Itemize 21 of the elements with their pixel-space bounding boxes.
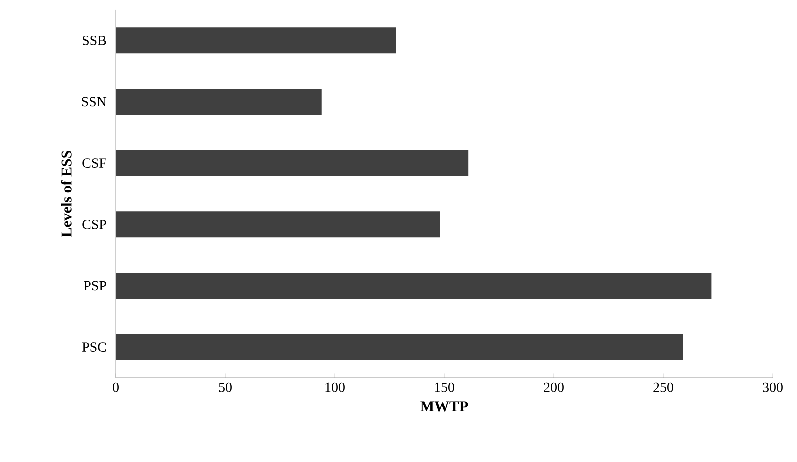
bar — [116, 212, 440, 238]
y-tick-label: PSP — [84, 281, 106, 291]
y-tick-label: SSN — [82, 97, 107, 107]
bar — [116, 272, 712, 299]
y-tick-label: CSP — [82, 220, 106, 230]
bar — [116, 334, 684, 360]
x-tick-label: 250 — [654, 382, 674, 392]
y-tick-label: CSF — [82, 158, 106, 168]
y-axis-title: Levels of ESS — [61, 151, 72, 238]
bar — [116, 150, 469, 176]
x-tick-label: 150 — [435, 382, 454, 392]
x-tick-label: 300 — [763, 382, 783, 392]
x-axis-title: MWTP — [420, 402, 468, 412]
y-tick-label: PSC — [82, 342, 106, 352]
x-tick-label: 0 — [113, 382, 119, 392]
x-tick-label: 50 — [219, 382, 232, 392]
bar — [116, 88, 322, 115]
x-tick-label: 200 — [544, 382, 564, 392]
bar — [116, 28, 396, 54]
x-tick-label: 100 — [326, 382, 345, 392]
y-tick-label: SSB — [83, 36, 106, 46]
